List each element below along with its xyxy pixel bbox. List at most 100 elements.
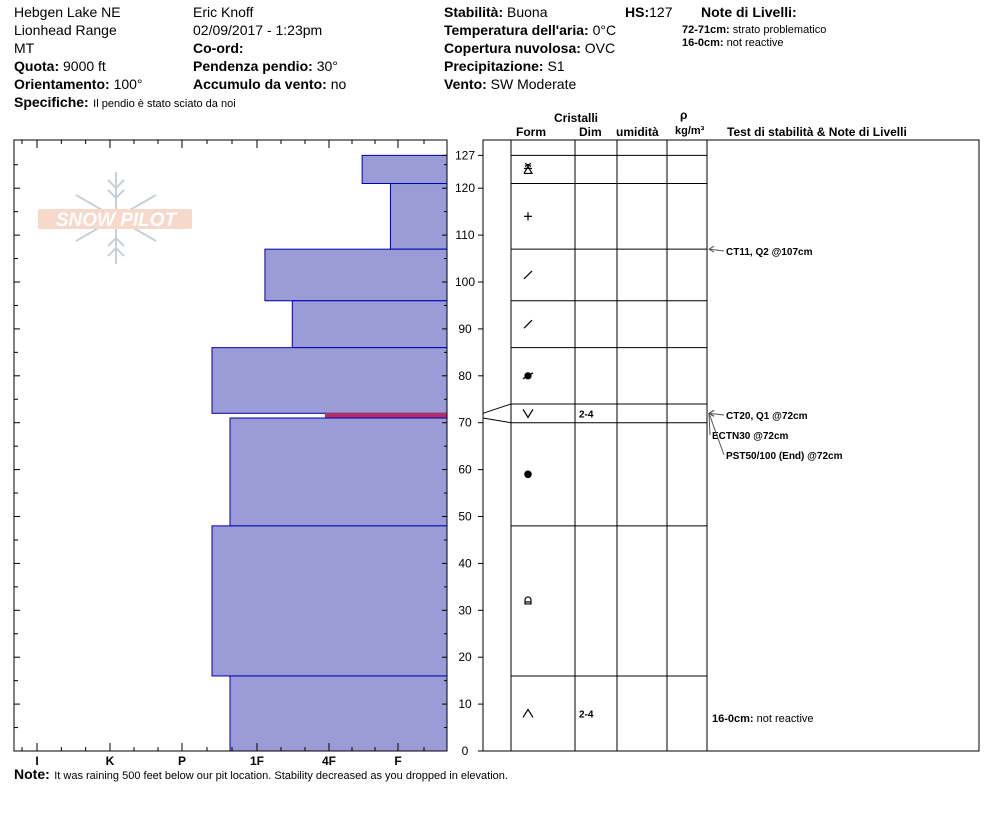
- test-pointer-0: [708, 248, 725, 252]
- wind-field: Vento: SW Moderate: [444, 77, 576, 91]
- test-pointer-1: [708, 412, 725, 416]
- depth-label-40: 40: [458, 556, 472, 570]
- melt-freeze-faceted-icon: [522, 372, 534, 380]
- layer-note-side-text: not reactive: [757, 713, 814, 725]
- depth-hoar-size: 2-4: [579, 709, 594, 720]
- layer-notes-title: Note di Livelli:: [701, 4, 797, 20]
- hs-value: 127: [649, 4, 673, 20]
- hardness-bar-3: [291, 300, 448, 349]
- rounding-depth-hoar-icon: [524, 596, 532, 605]
- slope-value: 30°: [316, 58, 338, 74]
- weak-layer-connector-top: [482, 403, 512, 414]
- elevation-value: 9000 ft: [63, 58, 106, 74]
- melt-forms-icon: [524, 470, 532, 479]
- specifics-field: Specifiche: Il pendio è stato sciato da …: [14, 95, 236, 111]
- stability-notes-header: Test di stabilità & Note di Livelli: [727, 125, 907, 139]
- hardness-bar-8: [229, 675, 448, 752]
- range-name: Lionhead Range: [14, 22, 117, 38]
- depth-label-50: 50: [458, 510, 472, 524]
- faceted-slash-icon: [523, 270, 533, 280]
- layer-note-1: 72-71cm: strato problematico: [682, 25, 826, 36]
- hardness-axis: I K P 1F 4F F: [21, 140, 425, 768]
- test-arrow-3: [708, 409, 715, 417]
- sky-label: Copertura nuvolosa:: [444, 40, 581, 56]
- snowpilot-logo-text: SNOW PILOT: [56, 210, 178, 231]
- crystals-header: Cristalli: [554, 111, 598, 125]
- hardness-label-4F: 4F: [322, 754, 336, 768]
- snowpilot-logo-icon: SNOW PILOT: [38, 172, 192, 264]
- elevation-field: Quota: 9000 ft: [14, 59, 106, 73]
- hardness-label-F: F: [394, 754, 401, 768]
- coord-field: Co-ord:: [193, 41, 244, 55]
- air-temp-label: Temperatura dell'aria:: [444, 22, 589, 38]
- hardness-layers: [211, 154, 448, 752]
- test-pointer-3: [708, 413, 725, 456]
- precip-label: Precipitazione:: [444, 58, 544, 74]
- depth-label-120: 120: [455, 181, 475, 195]
- hardness-label-P: P: [178, 754, 186, 768]
- footer-note-label: Note:: [14, 766, 50, 782]
- precipitation-particles-icon: [524, 212, 532, 221]
- depth-axis: 0 10 20 30 40 50 60 70 80 90 100 110 120 127: [14, 148, 483, 758]
- aspect-value: 100°: [113, 76, 143, 92]
- depth-label-20: 20: [458, 650, 472, 664]
- density-unit: kg/m³: [675, 125, 705, 137]
- depth-label-70: 70: [458, 416, 472, 430]
- test-arrow-0: [708, 245, 715, 253]
- wind-loading-label: Accumulo da vento:: [193, 76, 327, 92]
- depth-label-60: 60: [458, 463, 472, 477]
- wind-loading-value: no: [330, 76, 347, 92]
- hardness-label-1F: 1F: [250, 754, 264, 768]
- depth-label-0: 0: [462, 744, 469, 758]
- surface-hoar-icon: [522, 409, 534, 419]
- surface-hoar-size: 2-4: [579, 409, 594, 420]
- air-temp-field: Temperatura dell'aria: 0°C: [444, 23, 616, 37]
- stability-test-3: PST50/100 (End) @72cm: [726, 451, 843, 462]
- hardness-bar-0: [361, 154, 448, 185]
- hardness-plot-border: [13, 139, 448, 752]
- precip-field: Precipitazione: S1: [444, 59, 565, 73]
- depth-label-110: 110: [455, 228, 474, 242]
- decomposing-fragments-icon: [523, 162, 534, 175]
- layer-note-side-range: 16-0cm:: [712, 713, 757, 725]
- test-pointer-2: [708, 413, 711, 436]
- layer-note-1-text: strato problematico: [732, 24, 827, 36]
- footer-note-text: It was raining 500 feet below our pit lo…: [54, 770, 508, 782]
- coord-label: Co-ord:: [193, 40, 244, 56]
- aspect-field: Orientamento: 100°: [14, 77, 143, 91]
- slope-field: Pendenza pendio: 30°: [193, 59, 338, 73]
- depth-label-90: 90: [458, 322, 472, 336]
- specifics-value: Il pendio è stato sciato da noi: [93, 98, 236, 110]
- observation-datetime: 02/09/2017 - 1:23pm: [193, 22, 323, 38]
- chart-frame: [13, 139, 980, 752]
- hardness-label-I: I: [35, 754, 38, 768]
- form-header: Form: [516, 125, 546, 139]
- layer-note-1-range: 72-71cm:: [682, 24, 730, 36]
- slope-label: Pendenza pendio:: [193, 58, 313, 74]
- hardness-bar-1: [389, 183, 448, 250]
- aspect-label: Orientamento:: [14, 76, 110, 92]
- table-border: [482, 139, 980, 752]
- specifics-label: Specifiche:: [14, 94, 89, 110]
- stability-test-2: ECTN30 @72cm: [712, 431, 789, 442]
- depth-label-80: 80: [458, 369, 472, 383]
- layer-note-side-0: 16-0cm: not reactive: [712, 713, 814, 725]
- layer-note-2-text: not reactive: [726, 37, 784, 49]
- wind-value: SW Moderate: [490, 76, 577, 92]
- hardness-bar-4: [211, 347, 448, 414]
- wind-label: Vento:: [444, 76, 487, 92]
- stability-label: Stabilità:: [444, 4, 504, 20]
- hardness-label-K: K: [106, 754, 115, 768]
- precip-value: S1: [547, 58, 565, 74]
- footer-note: Note: It was raining 500 feet below our …: [14, 767, 508, 783]
- hardness-bar-7: [211, 525, 448, 677]
- hs-field: HS:127: [625, 5, 672, 19]
- grain-table: 2-4 2-4: [482, 154, 707, 720]
- depth-label-100: 100: [455, 275, 475, 289]
- stability-field: Stabilità: Buona: [444, 5, 548, 19]
- weak-layer-connector-bottom: [482, 417, 512, 424]
- depth-hoar-icon: [522, 708, 534, 718]
- stability-test-1: CT20, Q1 @72cm: [726, 411, 808, 422]
- air-temp-value: 0°C: [592, 22, 617, 38]
- hardness-bar-2: [264, 248, 448, 302]
